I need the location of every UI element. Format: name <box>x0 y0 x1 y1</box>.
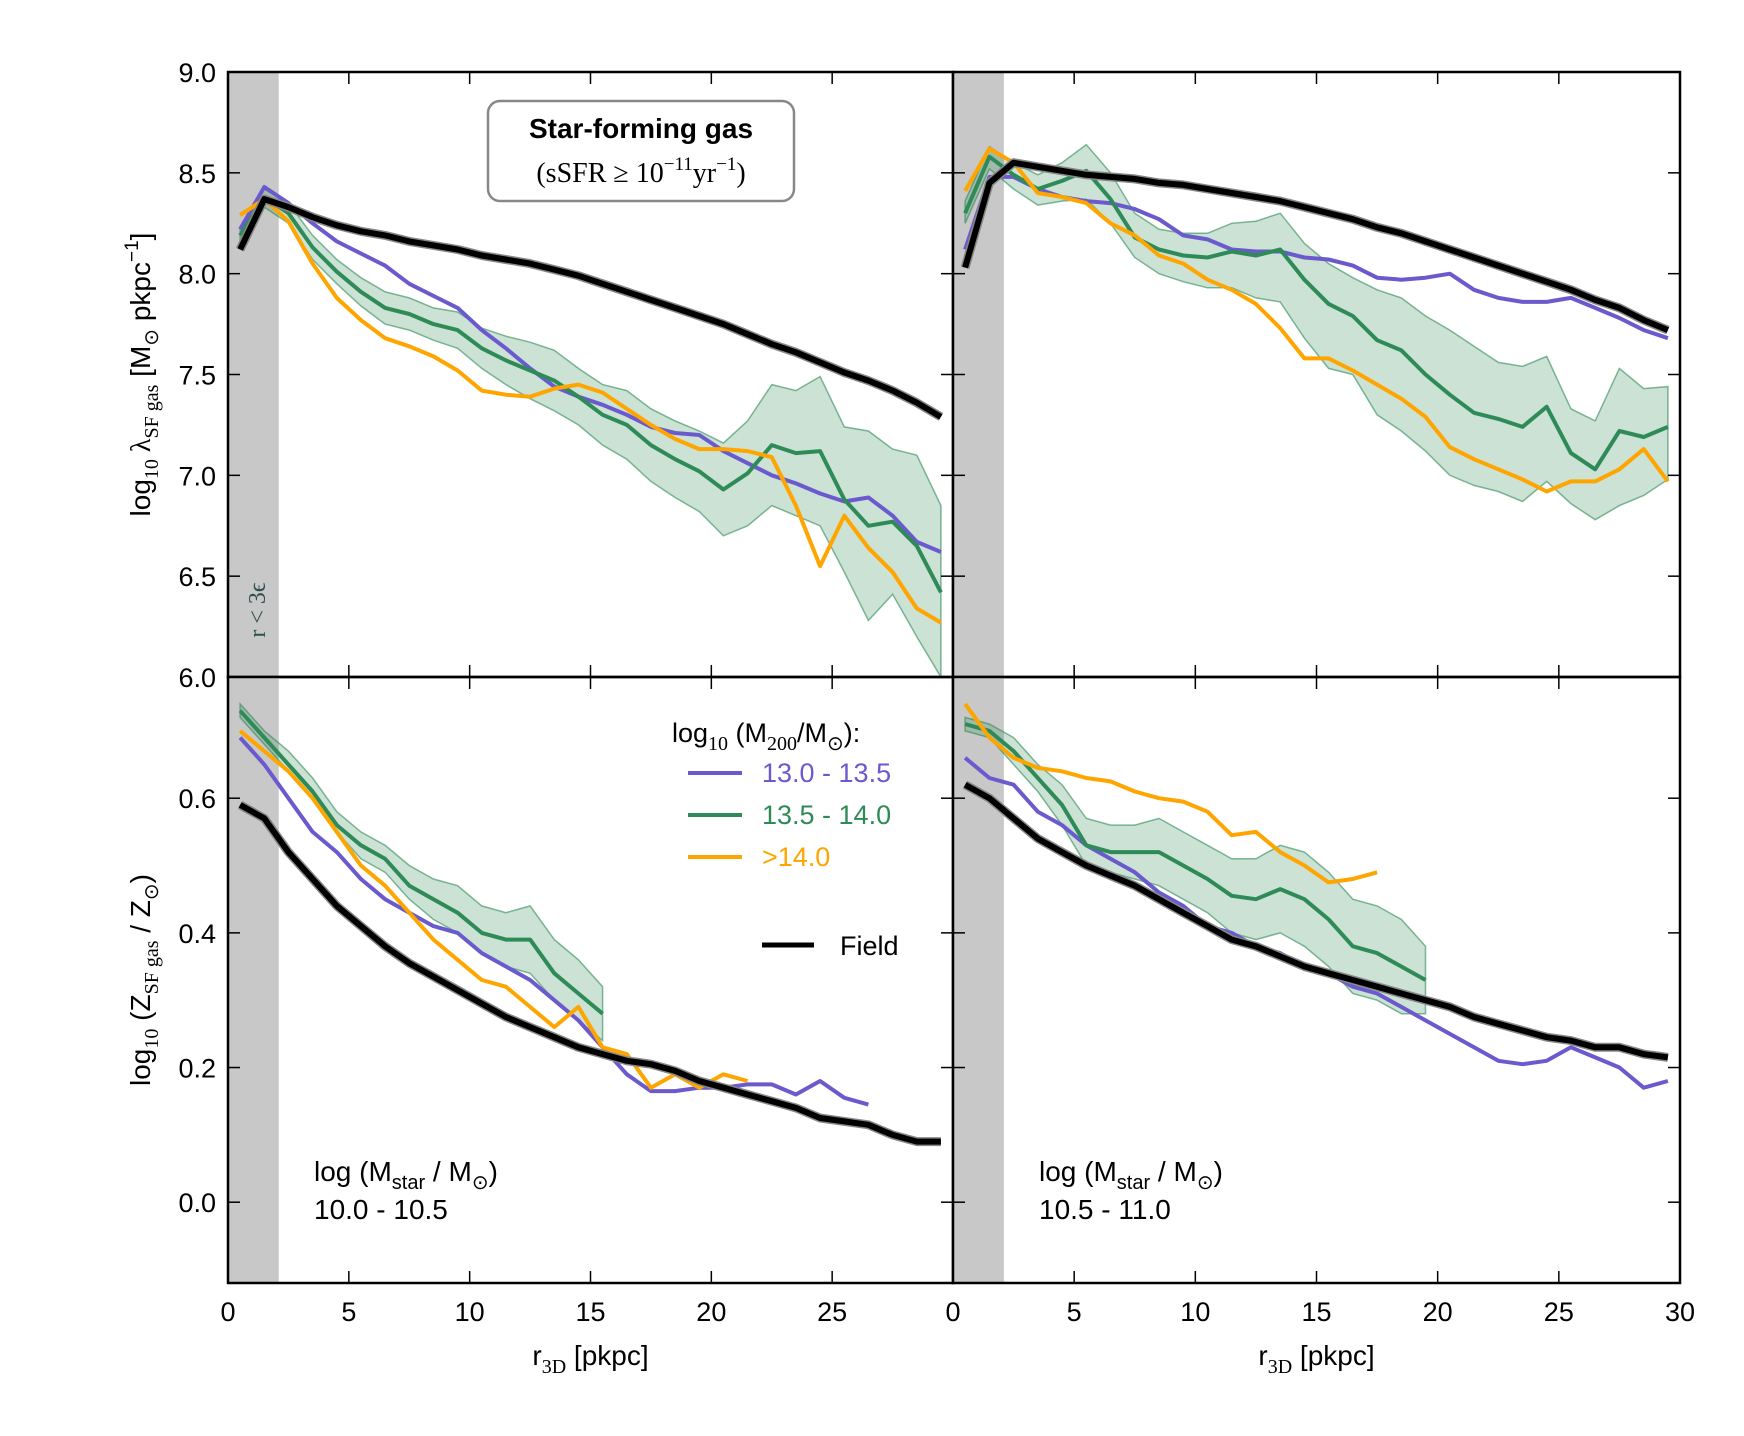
x-tick-label: 25 <box>817 1297 847 1327</box>
y-tick-label: 9.0 <box>178 58 216 88</box>
y-tick-label: 7.0 <box>178 461 216 491</box>
series-field <box>963 782 1669 1061</box>
panel-bottom-right: 0 5 10 15 20 25 30 r3D [pkpc] log (Mstar / M⊙)10… <box>945 675 1695 1378</box>
plot-area <box>236 185 944 677</box>
title-box <box>486 99 796 203</box>
x-tick-label: 0 <box>220 1297 235 1327</box>
series-field <box>238 802 941 1145</box>
y-tick-label: 7.5 <box>178 361 216 391</box>
series-m13 <box>238 185 942 554</box>
series-field <box>962 159 1670 333</box>
axes-frame <box>951 675 1682 1285</box>
softening-region <box>228 677 279 1283</box>
title-box-subtitle: (sSFR ≥ 10−11yr−1) <box>536 154 745 189</box>
x-tick-label: 25 <box>1544 1297 1574 1327</box>
softening-label: r < 3ϵ <box>245 582 271 638</box>
x-tick-label: 5 <box>1067 1297 1082 1327</box>
series-m14 <box>238 729 749 1090</box>
y-axis-label-bottom: log10 (ZSF gas / Z⊙) <box>125 874 163 1086</box>
y-tick-label: 8.0 <box>178 260 216 290</box>
y-tick-label: 0.6 <box>178 784 216 814</box>
x-tick-label: 5 <box>341 1297 356 1327</box>
x-tick-label: 15 <box>575 1297 605 1327</box>
series-m135 <box>964 722 1427 982</box>
y-tick-label: 0.2 <box>178 1054 216 1084</box>
x-axis-label: r3D [pkpc] <box>1258 1340 1374 1378</box>
y-tick-label: 6.0 <box>178 663 216 693</box>
x-tick-label: 10 <box>1180 1297 1210 1327</box>
x-tick-label: 0 <box>945 1297 960 1327</box>
y-tick-label: 0.0 <box>178 1188 216 1218</box>
y-axis-label-top: log10 λSF gas [M⊙ pkpc−1] <box>122 233 163 517</box>
series-m135 <box>238 709 604 1016</box>
panel-top-right <box>951 70 1682 679</box>
legend-label-field: Field <box>840 931 899 961</box>
y-tick-label: 0.4 <box>178 919 216 949</box>
x-tick-label: 20 <box>1423 1297 1453 1327</box>
title-box-heading: Star-forming gas <box>529 113 753 144</box>
stellar-mass-range: 10.0 - 10.5 <box>314 1194 448 1225</box>
panel-bottom-left: 0.0 0.2 0.4 0.6 0 5 10 15 20 25 r3D [pkpc] log (Mst… <box>178 675 955 1378</box>
plot-area <box>237 701 941 1147</box>
y-tick-label: 6.5 <box>178 562 216 592</box>
y-tick-label: 8.5 <box>178 159 216 189</box>
series-m13 <box>238 736 869 1107</box>
series-field <box>237 196 943 420</box>
x-tick-label: 10 <box>455 1297 485 1327</box>
legend-label-m135: 13.5 - 14.0 <box>762 800 891 830</box>
series-m14 <box>238 197 942 625</box>
series-m14 <box>963 146 1670 494</box>
series-m135 <box>238 195 943 594</box>
stellar-mass-label: log (Mstar / M⊙) <box>314 1156 498 1194</box>
plot-area <box>962 702 1669 1090</box>
stellar-mass-label: log (Mstar / M⊙) <box>1039 1156 1223 1194</box>
plot-area <box>960 143 1670 521</box>
x-axis-label: r3D [pkpc] <box>532 1340 648 1378</box>
x-tick-label: 15 <box>1301 1297 1331 1327</box>
series-m14 <box>963 702 1378 885</box>
band-m135 <box>239 187 942 677</box>
legend-label-m14: >14.0 <box>762 842 830 872</box>
stellar-mass-range: 10.5 - 11.0 <box>1039 1194 1171 1225</box>
x-tick-label: 20 <box>696 1297 726 1327</box>
band-m135 <box>964 716 1427 1015</box>
legend-label-m13: 13.0 - 13.5 <box>762 758 891 788</box>
legend-title: log10 (M200/M⊙): <box>672 718 860 755</box>
band-m135 <box>239 701 604 1043</box>
legend: log10 (M200/M⊙):13.0 - 13.5 13.5 - 14.0 >1… <box>672 718 899 961</box>
x-tick-label: 30 <box>1665 1297 1695 1327</box>
